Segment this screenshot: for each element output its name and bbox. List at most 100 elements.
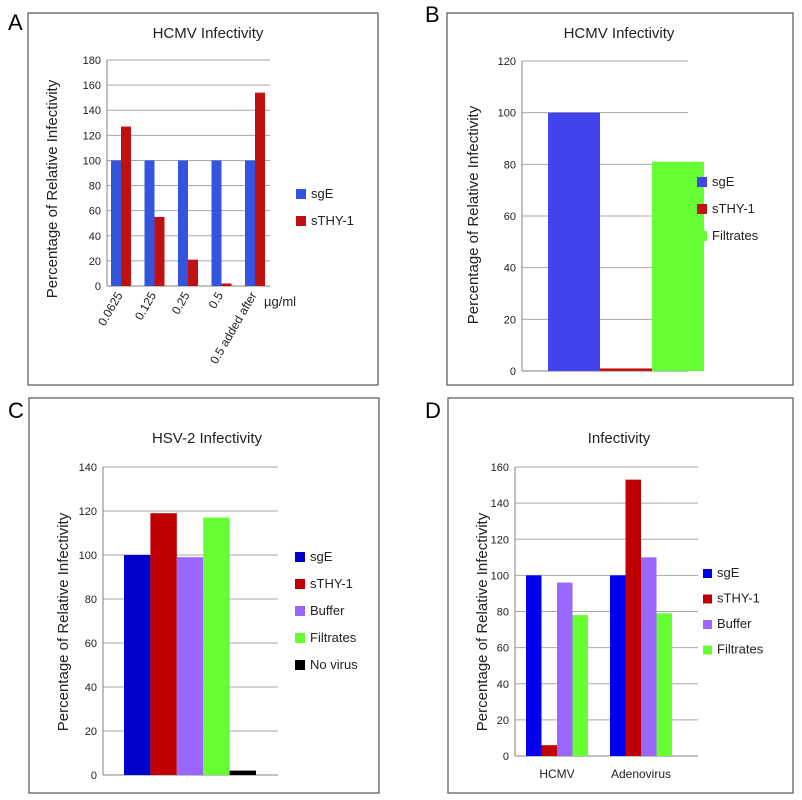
panel-a-letter: A (8, 10, 23, 35)
panel-d-bar (625, 479, 641, 756)
panel-a-y-tick-label: 160 (83, 80, 101, 92)
panel-b-bar (652, 161, 704, 371)
panel-c-y-tick-label: 60 (85, 638, 97, 650)
panel-b-y-tick-label: 40 (504, 263, 516, 275)
panel-c-y-axis-label: Percentage of Relative Infectivity (55, 512, 72, 731)
panel-b: B HCMV Infectivity Percentage of Relativ… (425, 2, 794, 386)
panel-a-bar (154, 216, 165, 286)
panel-d-legend-swatch (703, 620, 712, 629)
panel-b-legend-label: sTHY-1 (712, 201, 755, 216)
panel-a-y-axis-label: Percentage of Relative Infectivity (44, 79, 61, 298)
panel-a-bar (255, 92, 265, 287)
panel-a-y-tick-label: 140 (83, 105, 101, 117)
panel-c-bar (203, 517, 230, 775)
panel-d-legend-swatch (703, 594, 712, 604)
panel-c-legend-swatch (295, 579, 305, 589)
panel-d-y-tick-label: 60 (497, 643, 509, 655)
panel-b-frame (446, 12, 794, 386)
panel-c-legend-swatch (295, 660, 305, 670)
panel-d: D Infectivity Percentage of Relative Inf… (425, 397, 794, 794)
panel-b-y-axis-label: Percentage of Relative Infectivity (465, 105, 482, 324)
panel-b-letter: B (425, 2, 440, 27)
panel-a-bar (121, 126, 131, 287)
panel-d-bar (541, 745, 557, 756)
panel-b-bar (600, 368, 652, 371)
panel-b-y-tick-label: 120 (498, 56, 516, 68)
panel-d-legend-swatch (703, 569, 712, 578)
panel-a-bar (111, 160, 121, 286)
panel-c-legend-label: sTHY-1 (310, 576, 353, 591)
panel-c-y-tick-label: 20 (85, 726, 97, 738)
panel-c-y-tick-label: 40 (85, 682, 97, 694)
panel-b-title: HCMV Infectivity (564, 25, 675, 42)
panel-a-legend-swatch (296, 189, 306, 199)
panel-c-y-tick-label: 120 (79, 506, 97, 518)
panel-a-y-tick-label: 80 (89, 181, 101, 193)
panel-c-legend-label: sgE (310, 549, 333, 564)
panel-a: A HCMV Infectivity Percentage of Relativ… (8, 10, 379, 386)
panel-c-legend-label: Filtrates (310, 630, 357, 645)
panel-d-legend-label: sTHY-1 (717, 591, 760, 606)
panel-c-legend-label: No virus (310, 657, 358, 672)
panel-c-y-tick-label: 100 (79, 550, 97, 562)
panel-d-letter: D (425, 398, 441, 423)
panel-b-legend-swatch (697, 177, 707, 187)
panel-a-bar (188, 259, 198, 286)
panel-d-y-tick-label: 0 (503, 751, 509, 763)
panel-d-x-tick-label: Adenovirus (611, 767, 671, 781)
panel-c-y-tick-label: 140 (79, 462, 97, 474)
panel-d-y-tick-label: 40 (497, 679, 509, 691)
panel-d-y-tick-label: 160 (491, 462, 509, 474)
panel-b-legend-label: Filtrates (712, 228, 759, 243)
panel-d-y-tick-label: 120 (491, 534, 509, 546)
panel-d-legend-label: Filtrates (717, 642, 764, 657)
panel-c-legend-swatch (295, 606, 305, 616)
panel-c-title: HSV-2 Infectivity (152, 430, 263, 447)
panel-b-legend-label: sgE (712, 174, 735, 189)
panel-c: C HSV-2 Infectivity Percentage of Relati… (8, 397, 380, 794)
panel-d-bar (641, 557, 657, 756)
panel-a-bar (245, 160, 255, 286)
panel-c-bar (150, 513, 177, 775)
panel-b-y-tick-label: 60 (504, 211, 516, 223)
panel-a-title: HCMV Infectivity (153, 25, 264, 42)
panel-a-legend-label: sTHY-1 (311, 213, 354, 228)
panel-b-y-tick-label: 20 (504, 314, 516, 326)
panel-d-legend-swatch (703, 645, 712, 655)
panel-c-legend-swatch (295, 552, 305, 562)
panel-d-y-axis-label: Percentage of Relative Infectivity (474, 512, 491, 731)
panel-a-bar (178, 160, 188, 286)
panel-a-y-tick-label: 20 (89, 256, 101, 268)
panel-c-y-tick-label: 0 (91, 770, 97, 782)
panel-c-letter: C (8, 398, 24, 423)
panel-d-title: Infectivity (588, 430, 651, 447)
panel-c-bar (176, 557, 204, 775)
panel-a-y-tick-label: 100 (83, 155, 101, 167)
panel-a-bar (221, 283, 232, 286)
panel-a-y-tick-label: 40 (89, 231, 101, 243)
panel-d-y-tick-label: 80 (497, 607, 509, 619)
panel-d-legend-label: Buffer (717, 616, 752, 631)
panel-a-x-unit: µg/ml (264, 294, 296, 309)
panel-a-y-tick-label: 0 (95, 281, 101, 293)
panel-d-legend-label: sgE (717, 565, 740, 580)
panel-c-y-tick-label: 80 (85, 594, 97, 606)
panel-a-bar (211, 160, 222, 286)
panel-d-bar (610, 575, 626, 756)
panel-d-bar (656, 613, 672, 756)
panel-a-frame (27, 12, 379, 386)
panel-b-legend-swatch (697, 204, 707, 214)
panel-b-y-tick-label: 0 (510, 366, 516, 378)
panel-a-legend-swatch (296, 216, 306, 226)
panel-b-legend-swatch (697, 231, 707, 241)
panel-b-y-tick-label: 80 (504, 159, 516, 171)
panel-d-bar (557, 582, 573, 756)
panel-d-y-tick-label: 140 (491, 498, 509, 510)
panel-d-bar (572, 615, 588, 756)
panel-a-legend-label: sgE (311, 186, 334, 201)
panel-d-y-tick-label: 100 (491, 570, 509, 582)
panel-c-legend-swatch (295, 633, 305, 643)
panel-a-y-tick-label: 60 (89, 206, 101, 218)
panel-a-bar (144, 160, 155, 286)
